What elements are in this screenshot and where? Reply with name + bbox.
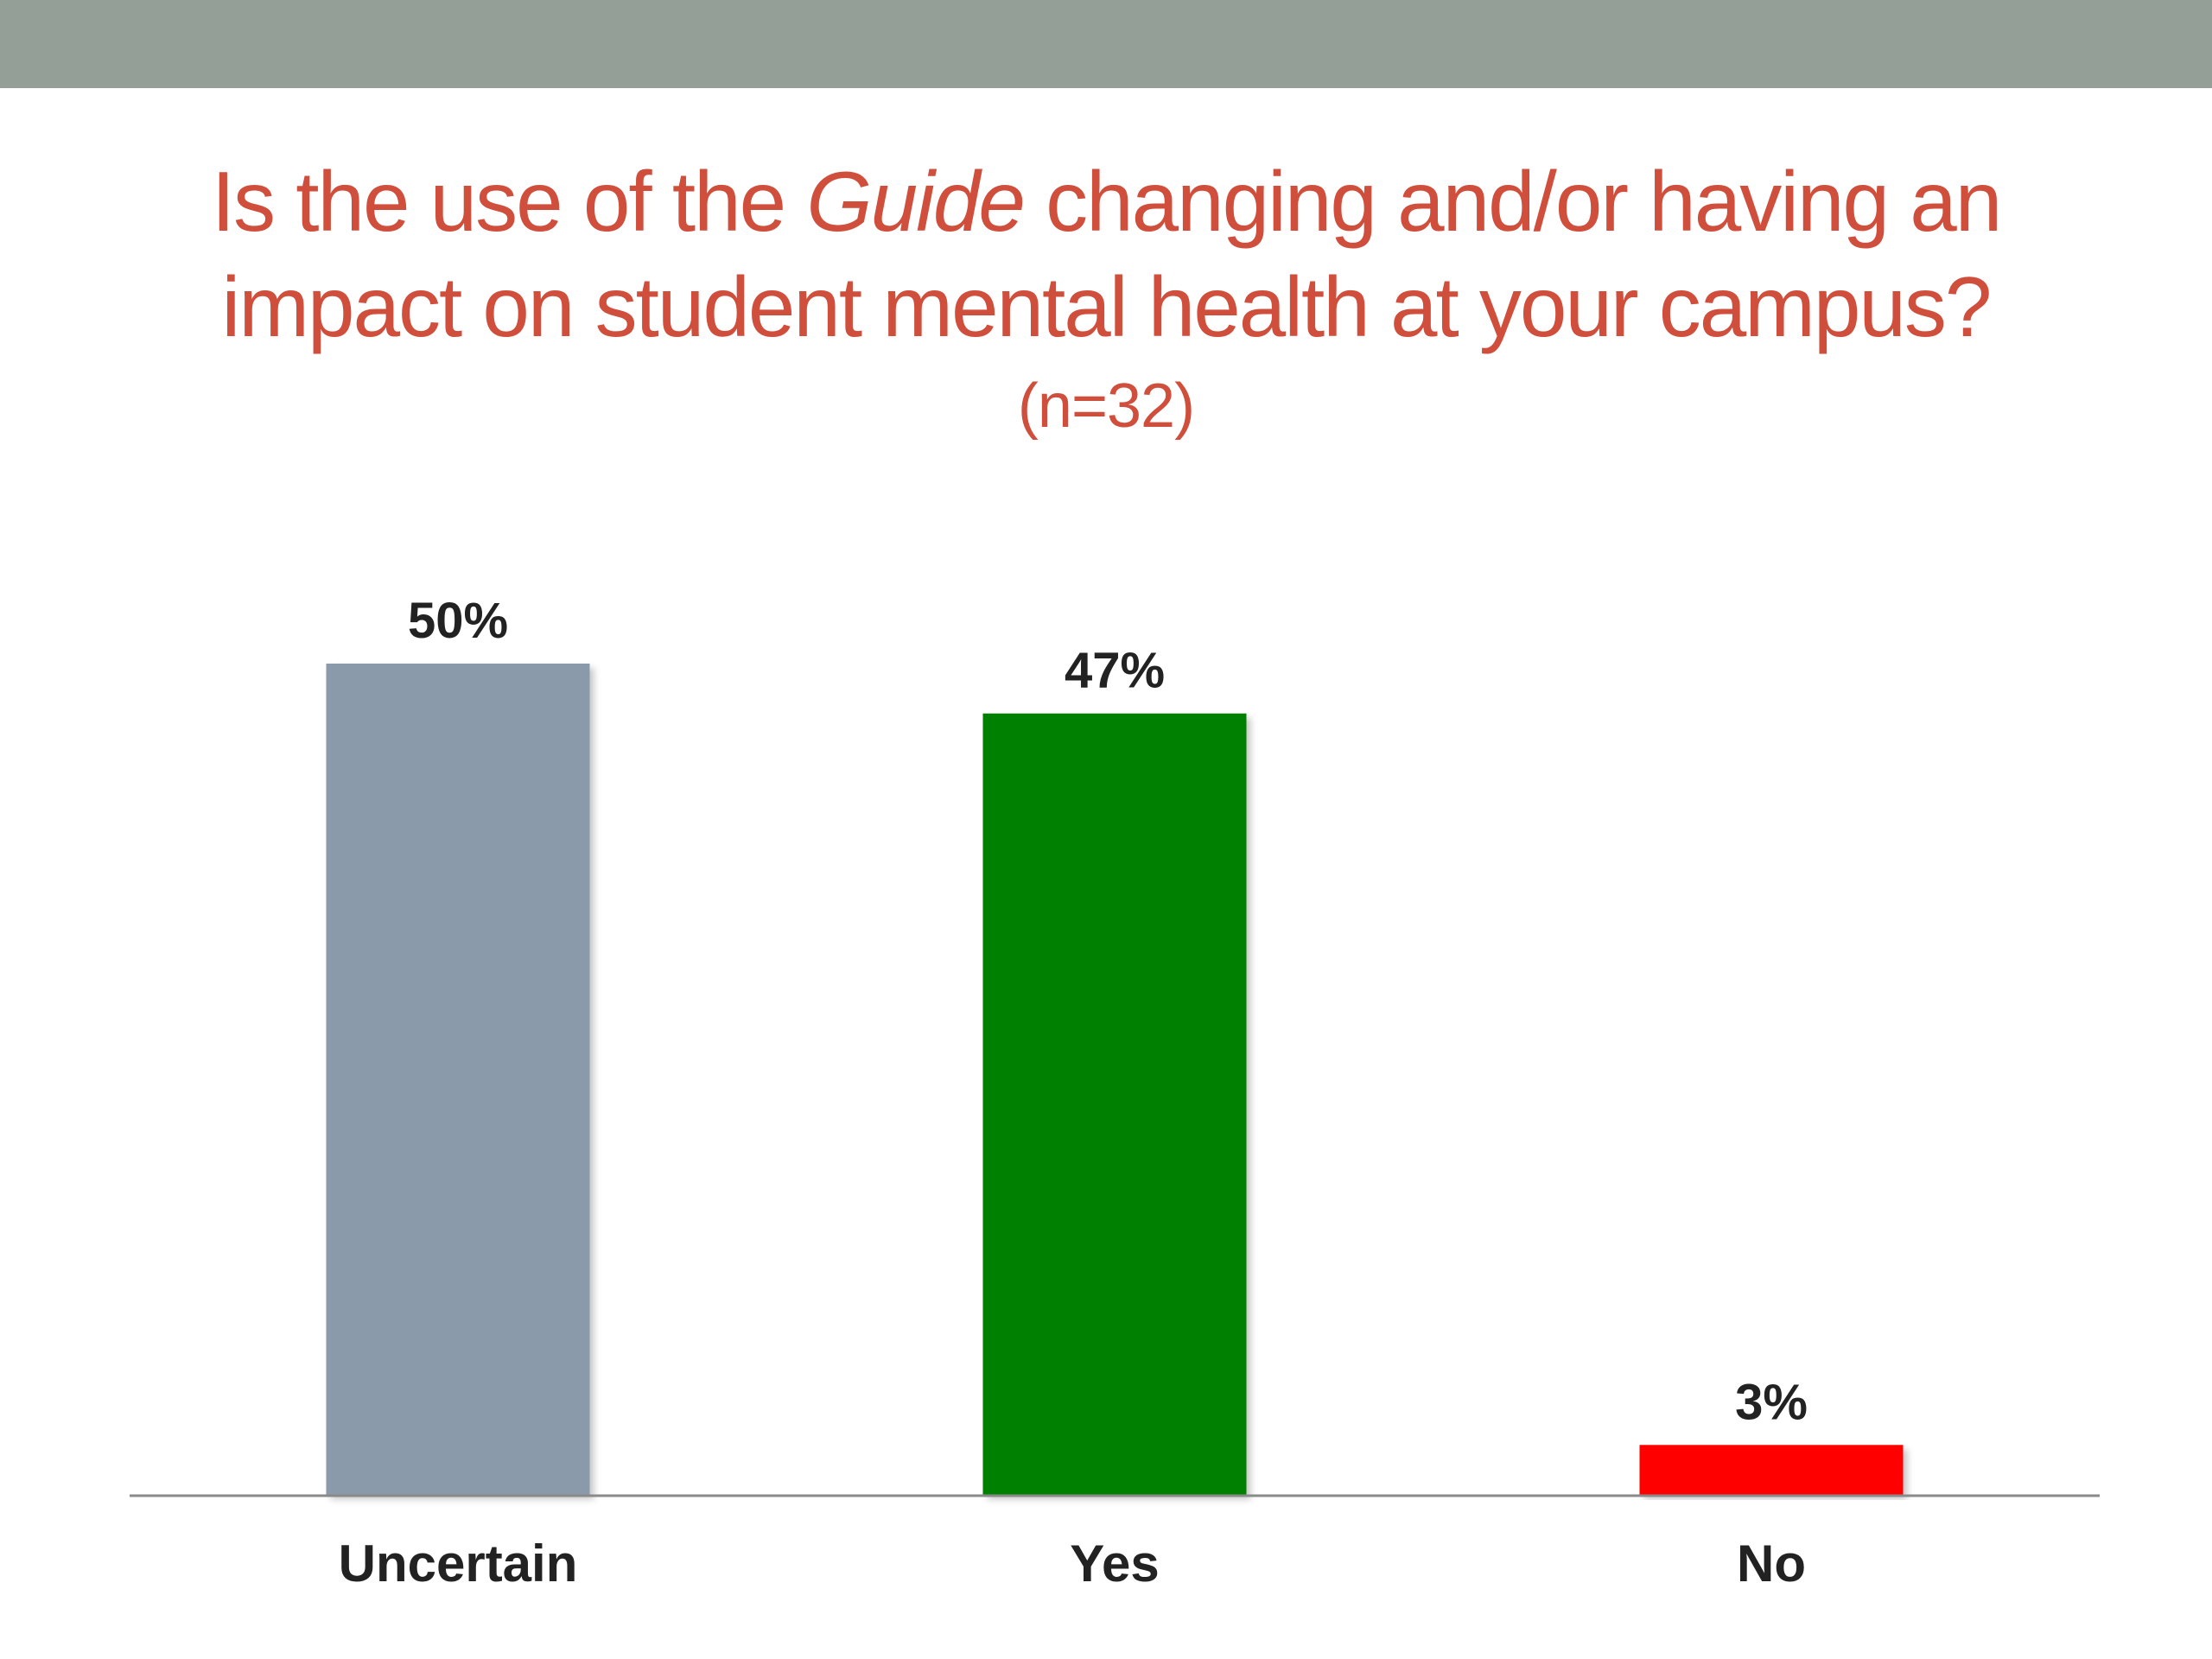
tick-label-no: No <box>1737 1535 1806 1592</box>
bars-group <box>326 664 1904 1495</box>
chart-subtitle: (n=32) <box>1017 372 1195 441</box>
value-labels-group: 50% 47% 3% <box>408 593 1808 1430</box>
tick-label-yes: Yes <box>1070 1535 1159 1592</box>
bar-yes <box>982 713 1247 1495</box>
value-label-yes: 47% <box>1065 643 1165 699</box>
chart-title-part2: changing and/or having an <box>1023 154 2002 249</box>
tick-labels-group: Uncertain Yes No <box>339 1535 1806 1592</box>
chart-title: Is the use of the Guide changing and/or … <box>0 149 2212 359</box>
bar-no <box>1639 1445 1904 1495</box>
value-label-no: 3% <box>1735 1374 1808 1430</box>
top-band <box>0 0 2212 88</box>
chart-title-line1: Is the use of the Guide changing and/or … <box>0 149 2212 254</box>
tick-label-uncertain: Uncertain <box>339 1535 578 1592</box>
chart-title-line2: impact on student mental health at your … <box>221 259 1993 354</box>
chart-title-part1: Is the use of the <box>211 154 807 249</box>
value-label-uncertain: 50% <box>408 593 508 649</box>
chart-title-italic: Guide <box>806 154 1026 249</box>
bar-uncertain <box>326 664 590 1495</box>
